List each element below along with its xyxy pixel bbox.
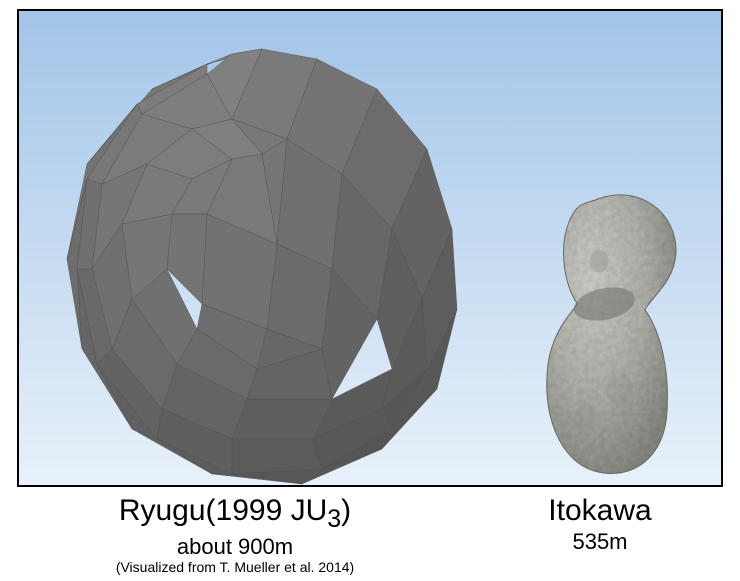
ryugu-citation: (Visualized from T. Mueller et al. 2014): [35, 559, 435, 575]
itokawa-name-label: Itokawa: [500, 494, 700, 529]
ryugu-size-label: about 900m: [35, 534, 435, 559]
ryugu-name-label: Ryugu(1999 JU3): [35, 494, 435, 534]
itokawa-size-label: 535m: [500, 529, 700, 554]
ryugu-caption: Ryugu(1999 JU3) about 900m (Visualized f…: [35, 494, 435, 575]
itokawa-caption: Itokawa 535m: [500, 494, 700, 554]
asteroid-comparison-figure: Ryugu(1999 JU3) about 900m (Visualized f…: [0, 0, 740, 581]
